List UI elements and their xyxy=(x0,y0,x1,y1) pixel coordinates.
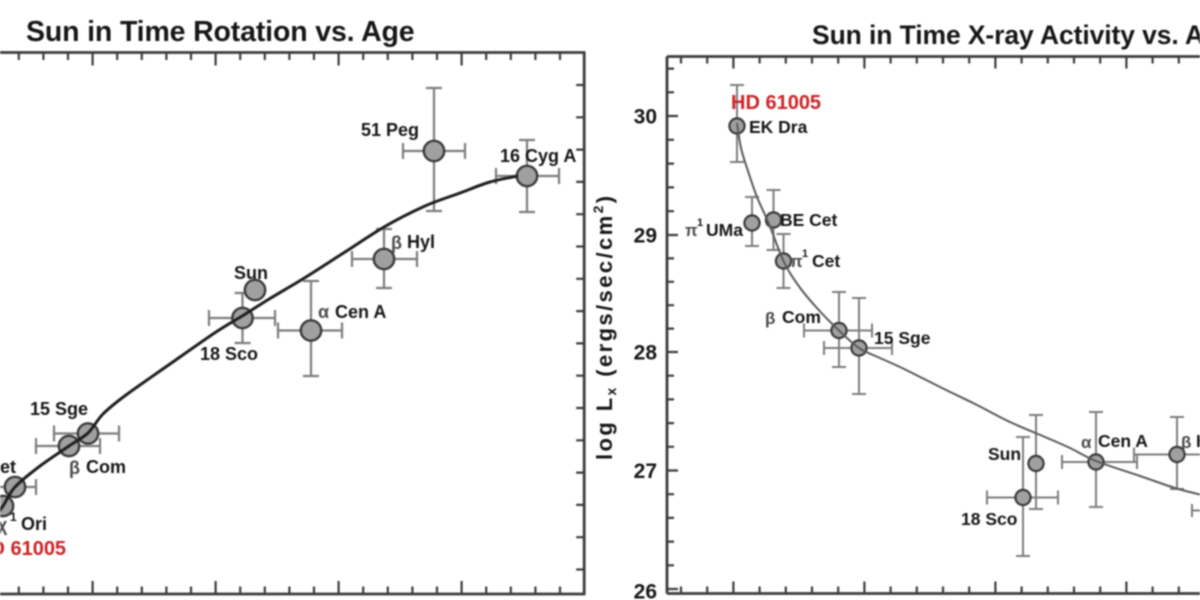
svg-text:1: 1 xyxy=(697,217,703,229)
svg-text:15 Sge: 15 Sge xyxy=(874,328,931,348)
svg-text:α: α xyxy=(318,302,329,322)
svg-text:β: β xyxy=(69,458,80,478)
svg-text:15 Sge: 15 Sge xyxy=(30,399,88,419)
svg-text:β: β xyxy=(391,233,402,253)
svg-text:18 Sco: 18 Sco xyxy=(200,344,258,364)
svg-text:Sun: Sun xyxy=(234,263,268,283)
svg-text:BE Cet: BE Cet xyxy=(780,210,838,230)
svg-text:Hyl: Hyl xyxy=(407,232,435,252)
svg-text:β: β xyxy=(765,309,775,328)
svg-text:29: 29 xyxy=(634,225,657,248)
svg-text:26: 26 xyxy=(634,581,657,600)
svg-text:π: π xyxy=(685,222,698,240)
svg-text:HD 61005: HD 61005 xyxy=(0,538,66,560)
svg-text:1: 1 xyxy=(10,510,17,524)
svg-text:51 Peg: 51 Peg xyxy=(361,120,419,140)
svg-text:Sun in Time X-ray Activity vs.: Sun in Time X-ray Activity vs. Age xyxy=(812,20,1200,50)
svg-text:1: 1 xyxy=(802,248,808,260)
svg-text:Sun in Time Rotation vs. Age: Sun in Time Rotation vs. Age xyxy=(26,16,415,48)
svg-text:Cet: Cet xyxy=(0,457,16,477)
svg-text:18 Sco: 18 Sco xyxy=(961,509,1017,529)
svg-text:Ori: Ori xyxy=(21,514,47,534)
svg-text:π: π xyxy=(790,253,803,271)
svg-text:Sun: Sun xyxy=(988,444,1021,464)
svg-text:χ: χ xyxy=(0,515,8,535)
svg-text:Cen A: Cen A xyxy=(1098,431,1148,451)
svg-text:Com: Com xyxy=(782,307,821,327)
svg-text:28: 28 xyxy=(634,342,658,365)
svg-text:β: β xyxy=(1181,433,1191,452)
svg-text:EK Dra: EK Dra xyxy=(749,117,808,137)
svg-text:α: α xyxy=(1081,433,1092,452)
svg-text:Com: Com xyxy=(86,457,126,477)
svg-text:Cet: Cet xyxy=(812,251,840,271)
svg-text:UMa: UMa xyxy=(706,220,743,240)
svg-text:30: 30 xyxy=(634,106,657,129)
svg-text:log Lx (ergs/sec/cm2): log Lx (ergs/sec/cm2) xyxy=(590,194,619,461)
svg-text:16 Cyg A: 16 Cyg A xyxy=(500,146,576,166)
svg-text:27: 27 xyxy=(634,460,657,483)
svg-text:HD 61005: HD 61005 xyxy=(731,92,821,114)
svg-text:Cen A: Cen A xyxy=(335,302,386,322)
svg-text:Hyl: Hyl xyxy=(1196,431,1200,451)
